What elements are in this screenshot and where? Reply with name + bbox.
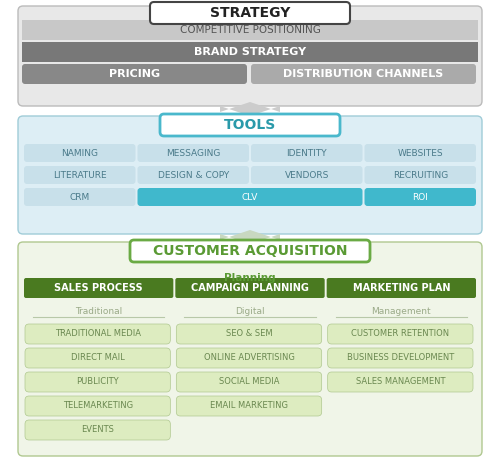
- Text: Planning: Planning: [224, 273, 276, 283]
- FancyBboxPatch shape: [328, 324, 473, 344]
- FancyBboxPatch shape: [138, 166, 249, 184]
- Text: CLV: CLV: [242, 192, 258, 201]
- Text: ONLINE ADVERTISING: ONLINE ADVERTISING: [204, 354, 294, 363]
- Text: CUSTOMER RETENTION: CUSTOMER RETENTION: [352, 329, 450, 338]
- Text: Digital: Digital: [235, 308, 265, 316]
- FancyBboxPatch shape: [18, 6, 482, 106]
- Text: Management: Management: [372, 308, 431, 316]
- Text: TRADITIONAL MEDIA: TRADITIONAL MEDIA: [54, 329, 140, 338]
- Text: MARKETING PLAN: MARKETING PLAN: [352, 283, 450, 293]
- Text: TOOLS: TOOLS: [224, 118, 276, 132]
- Text: RECRUITING: RECRUITING: [392, 171, 448, 179]
- FancyBboxPatch shape: [251, 166, 362, 184]
- Polygon shape: [220, 102, 280, 116]
- Text: BUSINESS DEVELOPMENT: BUSINESS DEVELOPMENT: [346, 354, 454, 363]
- Text: EMAIL MARKETING: EMAIL MARKETING: [210, 402, 288, 411]
- FancyBboxPatch shape: [22, 42, 478, 62]
- FancyBboxPatch shape: [176, 372, 322, 392]
- FancyBboxPatch shape: [251, 144, 362, 162]
- FancyBboxPatch shape: [25, 348, 171, 368]
- FancyBboxPatch shape: [24, 278, 174, 298]
- Text: WEBSITES: WEBSITES: [398, 149, 443, 158]
- FancyBboxPatch shape: [25, 420, 171, 440]
- Text: LITERATURE: LITERATURE: [53, 171, 106, 179]
- FancyBboxPatch shape: [22, 20, 478, 40]
- FancyBboxPatch shape: [138, 144, 249, 162]
- FancyBboxPatch shape: [25, 324, 171, 344]
- FancyBboxPatch shape: [18, 242, 482, 456]
- Text: DISTRIBUTION CHANNELS: DISTRIBUTION CHANNELS: [284, 69, 444, 79]
- Text: TELEMARKETING: TELEMARKETING: [62, 402, 132, 411]
- Text: SALES PROCESS: SALES PROCESS: [54, 283, 143, 293]
- Text: PUBLICITY: PUBLICITY: [76, 377, 119, 386]
- FancyBboxPatch shape: [364, 166, 476, 184]
- Text: SOCIAL MEDIA: SOCIAL MEDIA: [219, 377, 279, 386]
- Text: BRAND STRATEGY: BRAND STRATEGY: [194, 47, 306, 57]
- FancyBboxPatch shape: [25, 396, 171, 416]
- FancyBboxPatch shape: [364, 144, 476, 162]
- FancyBboxPatch shape: [18, 116, 482, 234]
- FancyBboxPatch shape: [328, 348, 473, 368]
- Text: NAMING: NAMING: [61, 149, 98, 158]
- Text: STRATEGY: STRATEGY: [210, 6, 290, 20]
- FancyBboxPatch shape: [176, 396, 322, 416]
- FancyBboxPatch shape: [150, 2, 350, 24]
- Text: DIRECT MAIL: DIRECT MAIL: [71, 354, 124, 363]
- Text: SALES MANAGEMENT: SALES MANAGEMENT: [356, 377, 445, 386]
- Text: CUSTOMER ACQUISITION: CUSTOMER ACQUISITION: [153, 244, 347, 258]
- Text: COMPETITIVE POSITIONING: COMPETITIVE POSITIONING: [180, 25, 320, 35]
- FancyBboxPatch shape: [176, 324, 322, 344]
- Polygon shape: [220, 230, 280, 244]
- FancyBboxPatch shape: [24, 144, 136, 162]
- Text: IDENTITY: IDENTITY: [286, 149, 327, 158]
- Text: EVENTS: EVENTS: [81, 425, 114, 434]
- Text: CAMPAIGN PLANNING: CAMPAIGN PLANNING: [191, 283, 309, 293]
- Text: CRM: CRM: [70, 192, 90, 201]
- Text: Traditional: Traditional: [75, 308, 122, 316]
- FancyBboxPatch shape: [251, 64, 476, 84]
- Text: MESSAGING: MESSAGING: [166, 149, 220, 158]
- FancyBboxPatch shape: [24, 166, 136, 184]
- FancyBboxPatch shape: [22, 64, 247, 84]
- FancyBboxPatch shape: [25, 372, 171, 392]
- FancyBboxPatch shape: [176, 348, 322, 368]
- FancyBboxPatch shape: [138, 188, 362, 206]
- FancyBboxPatch shape: [326, 278, 476, 298]
- Text: PRICING: PRICING: [109, 69, 160, 79]
- Text: ROI: ROI: [412, 192, 428, 201]
- Text: DESIGN & COPY: DESIGN & COPY: [158, 171, 229, 179]
- FancyBboxPatch shape: [328, 372, 473, 392]
- Text: SEO & SEM: SEO & SEM: [226, 329, 272, 338]
- FancyBboxPatch shape: [130, 240, 370, 262]
- FancyBboxPatch shape: [160, 114, 340, 136]
- FancyBboxPatch shape: [176, 278, 324, 298]
- Text: VENDORS: VENDORS: [284, 171, 329, 179]
- FancyBboxPatch shape: [364, 188, 476, 206]
- FancyBboxPatch shape: [24, 188, 136, 206]
